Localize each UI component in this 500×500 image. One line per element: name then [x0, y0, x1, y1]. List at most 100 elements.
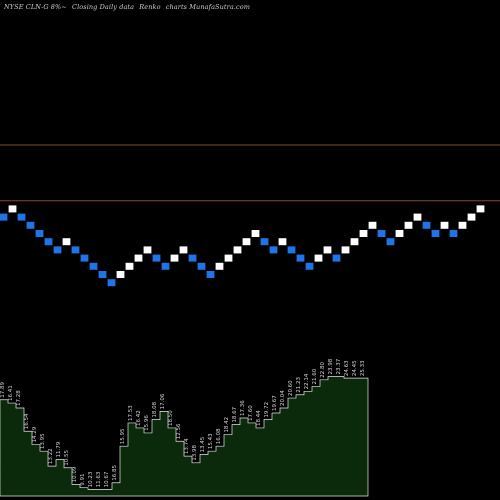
up-brick [214, 261, 225, 272]
value-label: 15.96 [144, 415, 150, 431]
down-brick [259, 237, 270, 247]
symbol-label: NYSE CLN-G 8%~ [4, 3, 67, 11]
value-label: 15.95 [120, 428, 126, 444]
up-brick [457, 220, 468, 230]
value-label: 16.54 [24, 413, 30, 429]
up-brick [358, 228, 369, 239]
value-label: 22.14 [304, 373, 310, 389]
up-brick [412, 212, 423, 222]
value-label: 15.43 [208, 433, 214, 449]
value-label: 18.50 [168, 410, 174, 426]
description-label: Closing Daily data [72, 3, 135, 11]
value-label: 11.63 [96, 471, 102, 487]
up-brick [142, 245, 153, 255]
down-brick [448, 228, 459, 239]
value-label: 24.45 [352, 360, 358, 376]
value-label: 13.22 [48, 448, 54, 464]
up-brick [61, 237, 72, 247]
value-label: 12.56 [176, 423, 182, 439]
value-label: 18.42 [224, 417, 230, 433]
level-lines [0, 144, 500, 202]
up-brick [394, 228, 405, 239]
down-brick [52, 245, 63, 255]
up-brick [313, 253, 324, 263]
value-label: 16.42 [136, 410, 142, 426]
down-brick [304, 261, 315, 272]
value-label: 17.28 [16, 390, 22, 406]
down-brick [421, 220, 432, 230]
down-brick [295, 253, 306, 263]
value-label: 9.91 [80, 473, 86, 485]
value-label: 18.08 [152, 401, 158, 417]
value-label: 16.41 [8, 385, 14, 401]
up-brick [475, 204, 486, 214]
value-label: 10.09 [72, 466, 78, 482]
down-brick [151, 253, 162, 263]
value-label: 25.33 [360, 360, 366, 376]
up-brick [241, 237, 252, 247]
value-label: 10.23 [88, 471, 94, 487]
value-label: 10.67 [104, 471, 110, 487]
value-label: 14.29 [32, 426, 38, 442]
down-brick [25, 220, 36, 230]
up-brick [115, 269, 126, 280]
down-brick [286, 245, 297, 255]
value-label: 17.89 [0, 381, 6, 397]
down-brick [70, 245, 81, 255]
down-brick [331, 253, 342, 263]
up-brick [322, 245, 333, 255]
value-label: 20.60 [288, 380, 294, 396]
down-brick [187, 253, 198, 263]
value-label: 24.63 [344, 360, 350, 376]
down-brick [205, 269, 216, 280]
value-label: 13.98 [192, 445, 198, 461]
down-brick [0, 212, 9, 222]
value-label: 13.95 [40, 433, 46, 449]
up-brick [466, 212, 477, 222]
value-label: 10.55 [64, 450, 70, 466]
value-label: 23.37 [336, 358, 342, 374]
value-label: 22.80 [320, 362, 326, 378]
value-label: 13.74 [184, 438, 190, 454]
value-label: 16.08 [216, 428, 222, 444]
down-brick [43, 237, 54, 247]
down-brick [385, 237, 396, 247]
volume-area [0, 376, 369, 497]
down-brick [79, 253, 90, 263]
up-brick [277, 237, 288, 247]
value-label: 19.67 [272, 395, 278, 411]
up-brick [169, 253, 180, 263]
up-brick [349, 237, 360, 247]
value-label: 17.60 [248, 405, 254, 421]
up-brick [250, 228, 261, 239]
site-label: charts MunafaSutra.com [165, 3, 250, 11]
renko-bricks [0, 204, 486, 288]
volume-area-path [0, 376, 369, 497]
down-brick [34, 228, 45, 239]
up-brick [178, 245, 189, 255]
down-brick [88, 261, 99, 272]
value-label: 17.36 [240, 400, 246, 416]
up-brick [124, 261, 135, 272]
up-brick [133, 253, 144, 263]
down-brick [106, 278, 117, 288]
value-label: 17.53 [128, 405, 134, 421]
up-brick [439, 220, 450, 230]
value-label: 16.85 [112, 464, 118, 480]
value-label: 19.72 [264, 402, 270, 418]
value-label: 21.23 [296, 376, 302, 392]
value-label: 21.60 [312, 368, 318, 384]
up-brick [403, 220, 414, 230]
down-brick [268, 245, 279, 255]
value-label: 17.06 [160, 393, 166, 409]
down-brick [97, 269, 108, 280]
up-brick [232, 245, 243, 255]
chart-header: NYSE CLN-G 8%~ Closing Daily data Renko … [4, 3, 253, 11]
value-label: 23.98 [328, 358, 334, 374]
up-brick [367, 220, 378, 230]
value-label: 11.79 [56, 441, 62, 457]
down-brick [16, 212, 27, 222]
up-brick [7, 204, 18, 214]
